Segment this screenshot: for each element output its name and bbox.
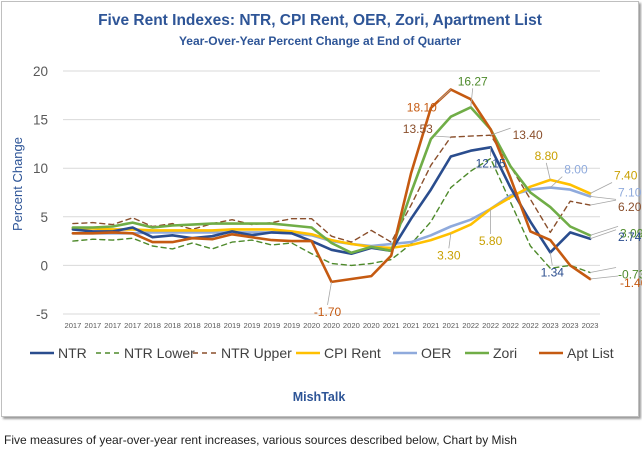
x-tick-label: 2023 bbox=[582, 321, 599, 330]
x-tick-label: 2017 bbox=[124, 321, 141, 330]
legend-label: NTR bbox=[58, 345, 87, 361]
label-leader-line bbox=[549, 252, 553, 266]
x-tick-label: 2021 bbox=[442, 321, 459, 330]
x-tick-label: 2022 bbox=[522, 321, 539, 330]
data-label: 16.27 bbox=[458, 74, 488, 88]
series-lines bbox=[71, 88, 592, 284]
label-leader-line bbox=[589, 182, 613, 194]
chart-subtitle: Year-Over-Year Percent Change at End of … bbox=[179, 34, 461, 48]
data-label: 8.00 bbox=[564, 163, 588, 177]
legend: NTR NTR Lower NTR Upper CPI Rent OER Zori Apt … bbox=[30, 345, 614, 361]
y-tick-label: -5 bbox=[36, 307, 48, 322]
x-tick-label: 2020 bbox=[323, 321, 340, 330]
label-leader-line bbox=[545, 162, 551, 180]
legend-label: Apt List bbox=[567, 345, 614, 361]
label-leader-line bbox=[589, 225, 619, 236]
data-label: 12.15 bbox=[476, 156, 506, 170]
series-line-zori bbox=[71, 106, 592, 255]
x-tick-label: 2021 bbox=[383, 321, 400, 330]
label-leader-line bbox=[490, 127, 511, 136]
gridlines bbox=[63, 70, 600, 315]
x-tick-label: 2019 bbox=[263, 321, 280, 330]
y-tick-label: 15 bbox=[33, 113, 48, 128]
y-axis-ticks: 20 15 10 5 0 -5 bbox=[33, 64, 48, 322]
chart-footer: MishTalk bbox=[293, 390, 346, 404]
label-leader-line bbox=[590, 195, 617, 200]
x-tick-label: 2022 bbox=[482, 321, 499, 330]
label-leader-line bbox=[590, 275, 619, 280]
x-tick-label: 2022 bbox=[502, 321, 519, 330]
y-tick-label: 0 bbox=[40, 258, 48, 273]
data-label: -1.70 bbox=[314, 305, 342, 319]
data-label: 5.80 bbox=[479, 234, 503, 248]
legend-label: NTR Upper bbox=[221, 345, 292, 361]
x-tick-label: 2017 bbox=[64, 321, 81, 330]
x-tick-label: 2021 bbox=[422, 321, 439, 330]
label-leader-line bbox=[438, 89, 452, 101]
legend-label: NTR Lower bbox=[124, 345, 195, 361]
series-line-ntr-lower bbox=[72, 157, 591, 274]
x-tick-label: 2019 bbox=[243, 321, 260, 330]
x-axis-ticks: 2017 2017 2017 2017 2018 2018 2018 2018 2019 2019… bbox=[64, 321, 598, 330]
legend-label: CPI Rent bbox=[324, 345, 381, 361]
data-label: 3.09 bbox=[620, 226, 642, 240]
chart-title: Five Rent Indexes: NTR, CPI Rent, OER, Z… bbox=[98, 12, 542, 29]
chart: Five Rent Indexes: NTR, CPI Rent, OER, Z… bbox=[10, 12, 642, 404]
x-tick-label: 2022 bbox=[462, 321, 479, 330]
y-axis-label: Percent Change bbox=[10, 137, 25, 231]
label-leader-line bbox=[550, 176, 563, 188]
y-tick-label: 10 bbox=[33, 161, 48, 176]
figure-caption: Five measures of year-over-year rent inc… bbox=[4, 433, 517, 447]
x-tick-label: 2020 bbox=[363, 321, 380, 330]
label-leader-line bbox=[589, 267, 617, 273]
x-tick-label: 2023 bbox=[562, 321, 579, 330]
x-tick-label: 2018 bbox=[164, 321, 181, 330]
label-leader-line bbox=[434, 135, 451, 138]
chart-frame bbox=[1, 1, 639, 417]
y-tick-label: 20 bbox=[33, 64, 48, 79]
series-line-cpi-rent bbox=[71, 178, 592, 250]
data-label: 13.53 bbox=[403, 122, 433, 136]
x-tick-label: 2020 bbox=[343, 321, 360, 330]
data-label: 18.10 bbox=[407, 100, 437, 114]
series-line-apt-list bbox=[71, 88, 592, 284]
data-label: -0.73 bbox=[618, 267, 642, 281]
x-tick-label: 2019 bbox=[224, 321, 241, 330]
label-leader-line bbox=[448, 233, 452, 249]
legend-label: Zori bbox=[493, 345, 517, 361]
label-leader-line bbox=[589, 199, 617, 206]
data-label: 2.74 bbox=[618, 230, 642, 244]
x-tick-label: 2020 bbox=[303, 321, 320, 330]
data-label: 6.20 bbox=[618, 200, 642, 214]
data-label: 7.40 bbox=[614, 168, 638, 182]
x-tick-label: 2018 bbox=[204, 321, 221, 330]
data-labels: -1.70 3.30 18.10 13.53 16.27 12.15 13.40 5.80 8.… bbox=[314, 74, 642, 319]
legend-label: OER bbox=[421, 345, 451, 361]
data-label: 8.80 bbox=[535, 149, 559, 163]
data-label: 3.30 bbox=[437, 248, 461, 262]
label-leader-line bbox=[470, 88, 474, 108]
data-label: -1.40 bbox=[620, 276, 642, 290]
x-tick-label: 2023 bbox=[542, 321, 559, 330]
x-tick-label: 2018 bbox=[184, 321, 201, 330]
label-leader-line bbox=[327, 281, 332, 305]
data-label: 7.10 bbox=[618, 185, 642, 199]
x-tick-label: 2017 bbox=[84, 321, 101, 330]
data-label: 1.34 bbox=[541, 265, 565, 279]
data-label: 13.40 bbox=[513, 128, 543, 142]
x-tick-label: 2018 bbox=[144, 321, 161, 330]
label-leader-line bbox=[589, 229, 617, 240]
x-tick-label: 2019 bbox=[283, 321, 300, 330]
x-tick-label: 2017 bbox=[104, 321, 121, 330]
series-line-ntr bbox=[71, 146, 592, 255]
x-tick-label: 2021 bbox=[403, 321, 420, 330]
y-tick-label: 5 bbox=[40, 210, 48, 225]
label-leader-lines bbox=[327, 88, 619, 305]
